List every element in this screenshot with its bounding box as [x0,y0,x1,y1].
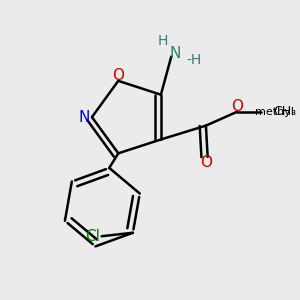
Text: O: O [112,68,124,83]
Text: Cl: Cl [85,229,100,244]
Text: O: O [231,99,243,114]
Text: -H: -H [186,53,201,67]
Text: methyl: methyl [255,107,294,117]
Text: H: H [158,34,168,48]
Text: O: O [200,154,212,169]
Text: N: N [169,46,180,61]
Text: N: N [79,110,90,124]
Text: CH₃: CH₃ [273,105,296,118]
